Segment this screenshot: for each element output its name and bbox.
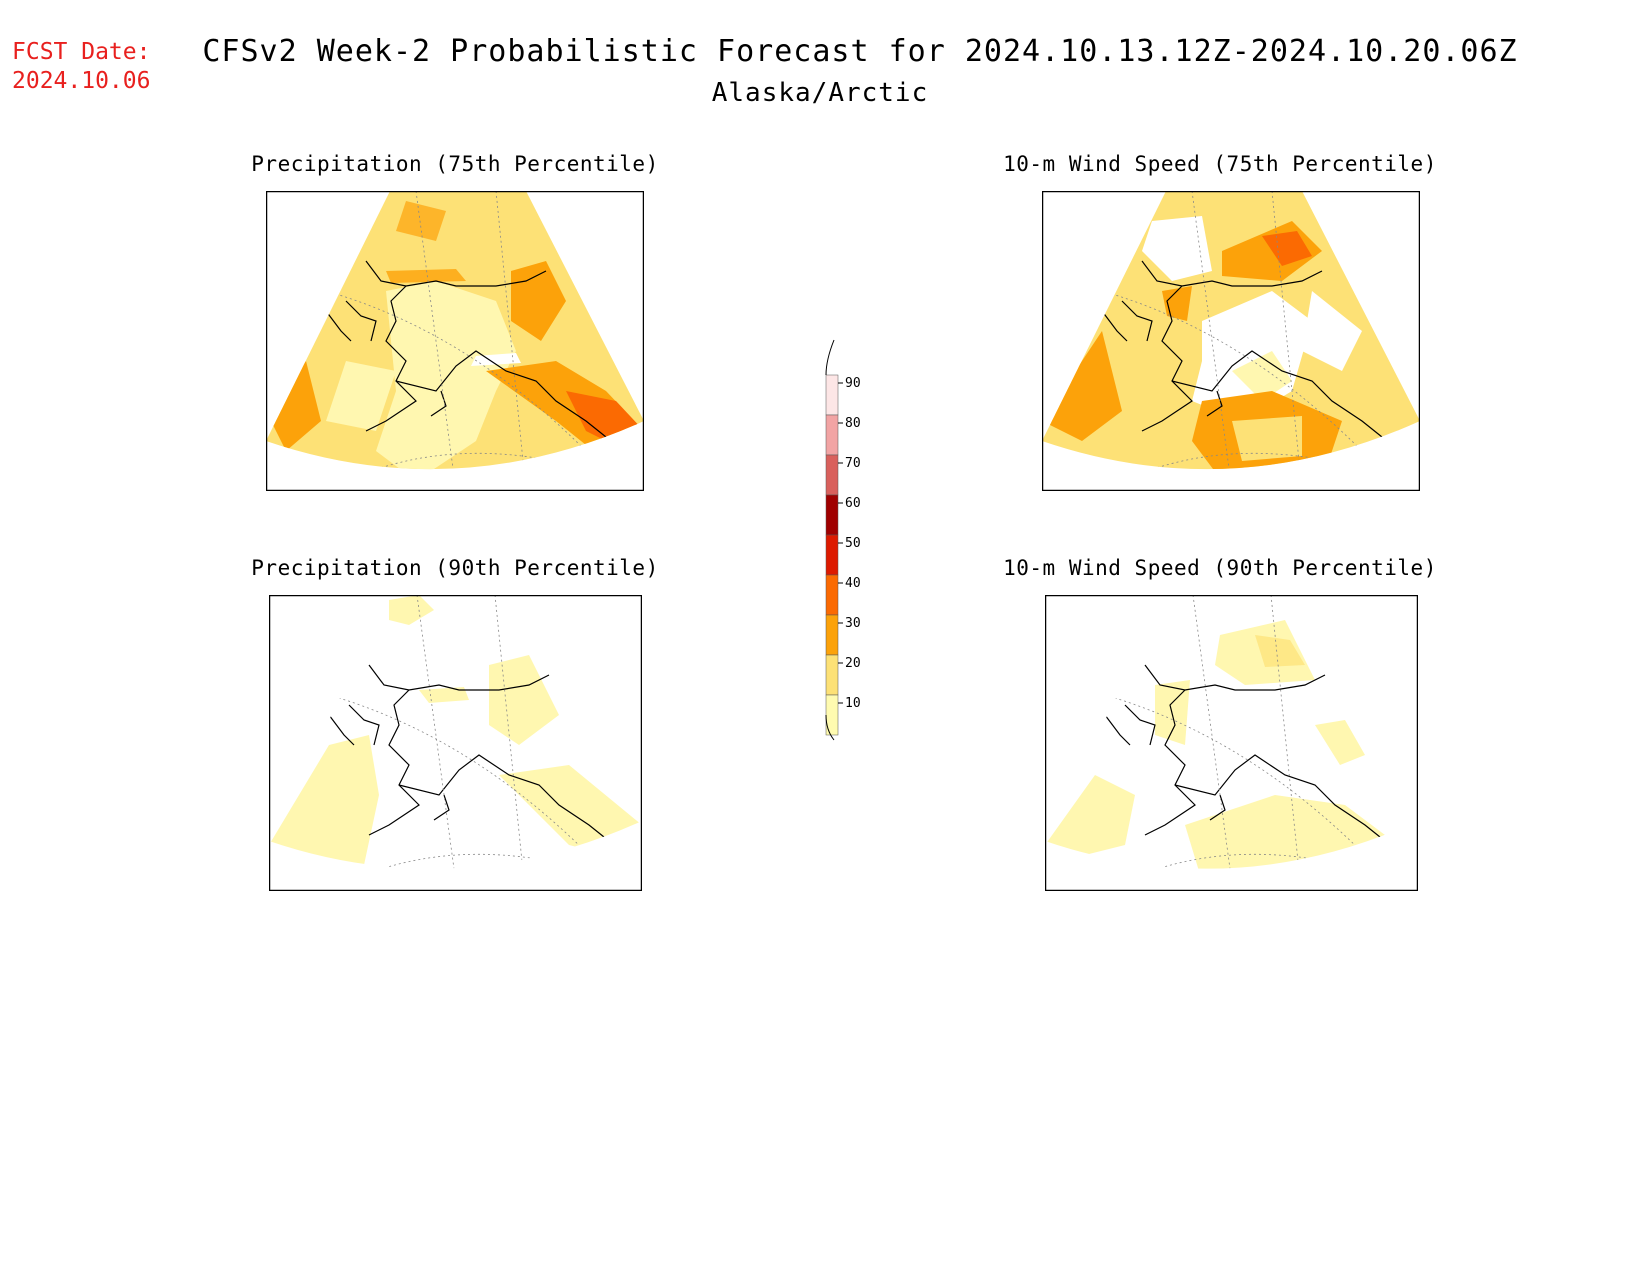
panel-title-precip-90: Precipitation (90th Percentile) <box>251 556 659 580</box>
map-wind-75 <box>1042 191 1420 491</box>
map-wind-90 <box>1045 595 1418 891</box>
colorbar-swatch <box>825 454 839 496</box>
colorbar-label: 20 <box>845 656 861 671</box>
colorbar-label: 40 <box>845 576 861 591</box>
region-subtitle: Alaska/Arctic <box>711 78 929 108</box>
colorbar-swatch <box>825 654 839 696</box>
colorbar-label: 70 <box>845 456 861 471</box>
colorbar-swatch <box>825 414 839 456</box>
colorbar-swatch <box>825 494 839 536</box>
map-precip-90 <box>269 595 642 891</box>
page-title: CFSv2 Week-2 Probabilistic Forecast for … <box>202 34 1518 69</box>
panel-title-wind-90: 10-m Wind Speed (90th Percentile) <box>1003 556 1437 580</box>
colorbar-swatch <box>825 614 839 656</box>
colorbar-swatch <box>825 374 839 416</box>
forecast-date-block: FCST Date: 2024.10.06 <box>12 38 150 96</box>
colorbar-label: 30 <box>845 616 861 631</box>
forecast-date-label: FCST Date: <box>12 39 151 65</box>
colorbar-label: 50 <box>845 536 861 551</box>
map-precip-75 <box>266 191 644 491</box>
color-legend: 90 80 70 60 50 40 30 20 10 <box>825 339 861 741</box>
panel-title-wind-75: 10-m Wind Speed (75th Percentile) <box>1003 152 1437 176</box>
colorbar-swatch <box>825 574 839 616</box>
colorbar-label: 90 <box>845 376 861 391</box>
colorbar-label: 80 <box>845 416 861 431</box>
colorbar-swatch <box>825 534 839 576</box>
panel-title-precip-75: Precipitation (75th Percentile) <box>251 152 659 176</box>
forecast-date-value: 2024.10.06 <box>12 68 151 94</box>
colorbar-label: 10 <box>845 696 861 711</box>
colorbar-label: 60 <box>845 496 861 511</box>
